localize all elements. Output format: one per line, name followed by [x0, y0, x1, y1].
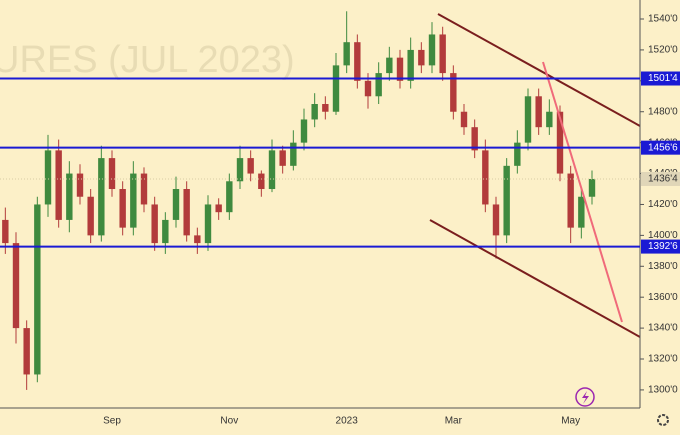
y-tick-label: 1420'0: [648, 199, 678, 210]
candle-body: [354, 42, 361, 81]
y-tick-label: 1520'0: [648, 45, 678, 56]
candle-body: [76, 173, 84, 197]
candle-body: [471, 127, 478, 151]
candle-body: [162, 219, 169, 244]
y-tick-label: 1480'0: [648, 106, 678, 117]
x-tick-label: May: [561, 416, 580, 427]
y-tick-label: 1340'0: [648, 323, 678, 334]
candle-body: [482, 150, 489, 205]
candle-body: [140, 173, 148, 205]
candle-body: [332, 65, 340, 112]
candle-body: [418, 49, 425, 66]
x-tick-label: Sep: [103, 416, 121, 427]
last-price-label: 1436'4: [648, 174, 678, 185]
level-label-box: [641, 71, 680, 86]
watermark: URES (JUL 2023): [0, 39, 295, 81]
trend-line: [437, 13, 641, 127]
candle-body: [364, 80, 372, 97]
candle-body: [12, 243, 20, 329]
candle-body: [55, 150, 62, 220]
candle-body: [407, 49, 414, 81]
level-label-box: [641, 140, 680, 155]
candle-body: [396, 57, 404, 81]
candle-body: [428, 34, 436, 66]
x-tick-label: 2023: [336, 416, 359, 427]
candle-body: [247, 158, 254, 174]
candle-body: [268, 150, 276, 190]
candle-body: [386, 57, 393, 74]
candle-body: [130, 173, 137, 228]
level-label: 1456'6: [648, 142, 678, 153]
candle-body: [279, 150, 286, 166]
y-tick-label: 1320'0: [648, 354, 678, 365]
candle-body: [514, 142, 521, 166]
candle-body: [44, 150, 52, 205]
candle-body: [34, 204, 41, 375]
candle-body: [322, 104, 329, 112]
candle-body: [492, 204, 500, 236]
y-tick-label: 1540'0: [648, 14, 678, 25]
candle-body: [311, 104, 318, 120]
y-tick-label: 1380'0: [648, 261, 678, 272]
candle-body: [546, 111, 553, 128]
candle-body: [450, 73, 457, 112]
candle-body: [524, 96, 532, 143]
candle-body: [183, 189, 190, 236]
x-tick-label: Nov: [220, 416, 238, 427]
candle-body: [172, 189, 180, 220]
candle-body: [290, 142, 297, 166]
candle-body: [343, 42, 350, 66]
candle-body: [119, 189, 126, 228]
candle-body: [567, 173, 574, 228]
candle-body: [23, 328, 30, 375]
x-tick-label: Mar: [445, 416, 463, 427]
candle-body: [588, 178, 596, 197]
last-price-box: [641, 171, 680, 186]
settings-icon[interactable]: [657, 414, 669, 426]
candle-body: [439, 34, 446, 74]
trend-line: [542, 61, 623, 323]
candle-body: [204, 204, 212, 244]
y-tick-label: 1360'0: [648, 292, 678, 303]
y-tick-label: 1300'0: [648, 385, 678, 396]
candle-body: [66, 173, 73, 220]
trend-line: [429, 219, 641, 338]
candle-body: [258, 173, 265, 190]
candle-body: [535, 96, 542, 128]
candle-body: [556, 111, 564, 174]
level-label: 1501'4: [648, 73, 678, 84]
candle-body: [300, 119, 308, 143]
candle-body: [236, 158, 244, 182]
candle-body: [108, 158, 116, 190]
candle-body: [215, 204, 222, 213]
level-label: 1392'6: [648, 241, 678, 252]
candle-body: [503, 165, 510, 236]
candle-body: [460, 111, 468, 128]
alert-icon-bolt: [582, 391, 589, 404]
candle-body: [194, 235, 201, 244]
candle-body: [578, 196, 585, 228]
candle-body: [226, 181, 233, 213]
candle-body: [2, 219, 9, 244]
level-label-box: [641, 239, 680, 254]
y-tick-label: 1400'0: [648, 230, 678, 241]
candle-body: [151, 204, 158, 244]
candle-body: [87, 196, 94, 236]
candle-body: [98, 158, 105, 236]
candle-body: [375, 73, 382, 97]
